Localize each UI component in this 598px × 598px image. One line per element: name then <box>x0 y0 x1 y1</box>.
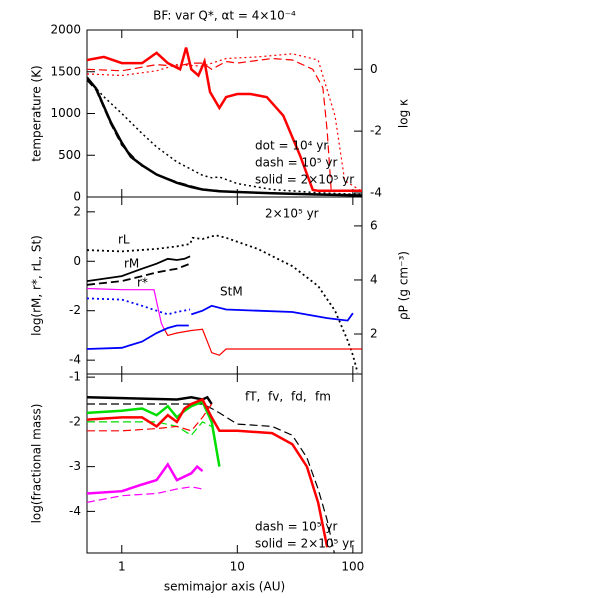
x-tick-label: 100 <box>341 560 364 574</box>
data-line <box>87 77 362 196</box>
annotation: solid = 2×10⁵ yr <box>255 537 354 551</box>
annotation: fm <box>315 390 331 404</box>
x-tick-label: 10 <box>230 560 245 574</box>
y-tick-label: -2 <box>69 414 81 428</box>
data-line <box>87 234 359 373</box>
annotation: r* <box>137 276 148 290</box>
data-line <box>87 47 362 193</box>
data-line <box>87 395 213 405</box>
annotation: fd, <box>291 390 307 404</box>
y-tick-label: 0 <box>73 190 81 204</box>
data-line <box>87 287 165 329</box>
annotation: 2×10⁵ yr <box>265 207 319 221</box>
y-tick-label: 1500 <box>50 64 81 78</box>
y-tick-label: -4 <box>69 353 81 367</box>
y2-tick-label: 4 <box>370 272 378 286</box>
data-line <box>87 403 213 432</box>
annotation: fT, <box>245 390 260 404</box>
y-tick-label: 500 <box>58 148 81 162</box>
x-tick-label: 1 <box>118 560 126 574</box>
annotation: fv, <box>268 390 283 404</box>
annotation: dash = 10⁵ yr <box>255 156 338 170</box>
y2-tick-label: 6 <box>370 218 378 232</box>
data-line <box>87 421 212 437</box>
y-tick-label: -4 <box>69 504 81 518</box>
y-tick-label: 0 <box>73 254 81 268</box>
data-line <box>87 462 204 495</box>
data-line <box>87 57 362 192</box>
data-line <box>87 397 329 548</box>
data-line <box>87 262 191 286</box>
data-line <box>87 53 362 192</box>
y-axis-label: log(rM, r*, rL, St) <box>30 235 44 336</box>
data-line <box>87 255 191 282</box>
annotation: rM <box>124 257 139 271</box>
data-line <box>87 400 221 467</box>
data-line <box>87 304 354 350</box>
data-line <box>87 403 335 553</box>
x-axis-label: semimajor axis (AU) <box>164 580 285 594</box>
data-line <box>163 327 362 356</box>
annotation: solid = 2×10⁵ yr <box>255 173 354 187</box>
y2-axis-label: ρP (g cm⁻³) <box>397 251 411 320</box>
annotation: dot = 10⁴ yr <box>255 139 328 153</box>
y2-axis-label: log κ <box>397 99 411 128</box>
chart-title: BF: var Q*, αt = 4×10⁻⁴ <box>153 9 296 23</box>
y2-tick-label: 2 <box>370 327 378 341</box>
y2-tick-label: 0 <box>370 62 378 76</box>
y-axis-label: log(fractional mass) <box>30 404 44 524</box>
data-line <box>87 76 362 197</box>
annotation: dash = 10⁵ yr <box>255 520 338 534</box>
annotation: rL <box>118 233 130 247</box>
y-tick-label: 2 <box>73 204 81 218</box>
y-tick-label: -3 <box>69 459 81 473</box>
data-line <box>87 486 203 503</box>
y-tick-label: -1 <box>69 370 81 384</box>
y-tick-label: 1000 <box>50 106 81 120</box>
y-tick-label: 2000 <box>50 23 81 37</box>
panel-frame <box>86 373 363 554</box>
y2-tick-label: -2 <box>370 124 382 138</box>
annotation: StM <box>220 285 243 299</box>
y-axis-label: temperature (K) <box>30 65 44 161</box>
y2-tick-label: -4 <box>370 185 382 199</box>
y-tick-label: -2 <box>69 303 81 317</box>
data-line <box>87 297 191 316</box>
